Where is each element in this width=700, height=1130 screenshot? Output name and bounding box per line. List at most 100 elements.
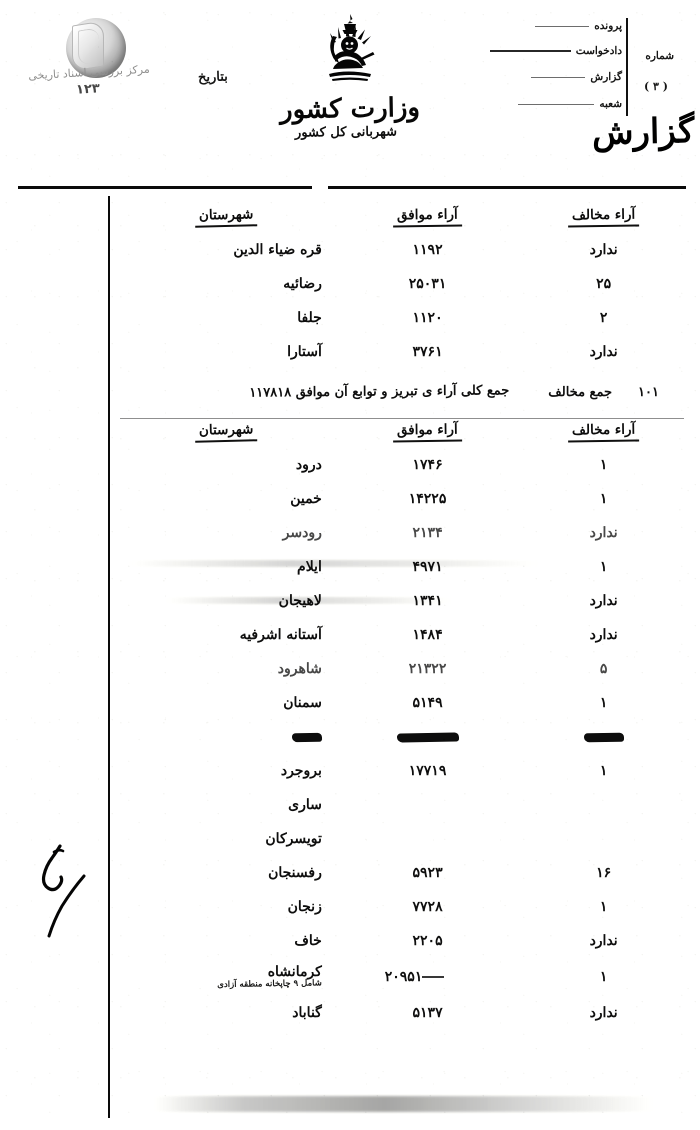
cell-county: سمنان — [283, 695, 322, 711]
cell-votes-for: ۲۰۹۵۱ — [334, 958, 521, 996]
table-row: ۱ ۱۷۷۱۹ بروجرد — [118, 754, 686, 788]
cell-county: ساری — [288, 797, 322, 813]
table-row: ۱۶ ۵۹۲۳ رفسنجان — [118, 856, 686, 890]
redaction-blot — [396, 731, 459, 743]
table-row: ۵ ۲۱۳۲۲ شاهرود — [118, 652, 686, 686]
cell-votes-against: ۱ — [599, 559, 608, 575]
cell-county: تویسرکان — [265, 831, 322, 847]
form-field-label: گزارش — [590, 71, 622, 83]
table-row: ۱ ۱۷۴۶ درود — [118, 448, 686, 482]
table-row: ۲ ۱۱۲۰ جلفا — [118, 301, 686, 335]
cell-votes-for: ۱۱۹۲ — [412, 242, 443, 258]
archive-stamp: مرکز بررسی اسناد تاریخی ۱۲۳ — [14, 16, 164, 108]
table-row: ندارد ۳۷۶۱ آستارا — [118, 335, 686, 369]
table-left-vertical-rule — [108, 196, 111, 1118]
cell-county-name: کرمانشاه — [267, 964, 322, 980]
summary-against-block: ۱۰۱ جمع مخالف — [521, 369, 686, 415]
cell-votes-for: ۲۵۰۳۱ — [408, 276, 447, 292]
scan-smudge — [120, 560, 550, 567]
summary-text: جمع کلی آراء ی تبریز و توابع آن موافق ۱۱… — [249, 382, 510, 401]
cell-votes-against — [521, 822, 686, 856]
masthead: وزارت کشور شهربانی کل کشور — [0, 12, 700, 141]
form-divider — [626, 18, 628, 116]
cell-county: کرمانشاه شامل ۹ چاپخانه منطقه آزادی — [118, 958, 334, 996]
cell-county: شاهرود — [277, 661, 322, 677]
cell-votes-against: ۱ — [599, 899, 608, 915]
table-row: ندارد ۱۳۴۱ لاهیجان — [118, 584, 686, 618]
table-row: ۱ ۴۹۷۱ ایلام — [118, 550, 686, 584]
cell-county: خاف — [294, 933, 322, 949]
lion-and-sun-emblem-icon — [329, 14, 375, 81]
table-row: ۲۵ ۲۵۰۳۱ رضائیه — [118, 267, 686, 301]
column-header-votes-against-2: آراء مخالف — [521, 415, 686, 448]
scan-smudge — [160, 597, 460, 604]
form-field-gozaresh[interactable]: گزارش — [490, 71, 622, 83]
cell-votes-for: ۳۷۶۱ — [412, 344, 443, 360]
cell-votes-for: ۷۷۲۸ — [412, 899, 443, 915]
table-row-redacted — [118, 720, 686, 754]
form-field-rule — [490, 50, 571, 52]
cell-county: زنجان — [287, 899, 322, 915]
cell-county: آستارا — [287, 344, 322, 360]
summary-against-total: ۱۰۱ — [638, 384, 659, 400]
cell-county: لاهیجان — [278, 593, 322, 609]
form-fields-block: پرونده دادخواست گزارش شعبه شماره ( ۳ ) — [490, 16, 684, 120]
form-field-parvandeh[interactable]: پرونده — [490, 20, 622, 32]
cell-county: آستانه اشرفیه — [239, 627, 322, 643]
table-row: ندارد ۲۱۳۴ رودسر — [118, 516, 686, 550]
cell-votes-for: ۱۳۴۱ — [412, 593, 443, 609]
vote-results-table: آراء مخالف آراء موافق شهرستان ندارد ۱۱۹۲… — [118, 200, 686, 1030]
cell-votes-against: ندارد — [589, 593, 618, 609]
cell-votes-for — [334, 788, 521, 822]
table-row: تویسرکان — [118, 822, 686, 856]
cell-votes-against: ۲ — [599, 310, 608, 326]
cell-votes-for — [334, 822, 521, 856]
table-summary-row: ۱۰۱ جمع مخالف جمع کلی آراء ی تبریز و تواب… — [118, 369, 686, 415]
column-header-votes-for-2: آراء موافق — [334, 415, 521, 448]
cell-votes-for: ۲۲۰۵ — [412, 933, 443, 949]
cell-county: خمین — [290, 491, 322, 507]
table-row: ۱ ۲۰۹۵۱ کرمانشاه شامل ۹ چاپخانه منطقه آز… — [118, 958, 686, 996]
cell-votes-against: ۵ — [599, 661, 608, 677]
table-header-row: آراء مخالف آراء موافق شهرستان — [118, 200, 686, 233]
cell-votes-against-redacted — [521, 720, 686, 754]
cell-votes-for: ۱۱۲۰ — [412, 310, 443, 326]
cell-dash-mark — [422, 976, 445, 978]
table-row: ندارد ۱۱۹۲ قره ضیاء الدین — [118, 233, 686, 267]
cell-votes-against: ۱۶ — [596, 865, 612, 881]
table-row: ۱ ۱۴۲۲۵ خمین — [118, 482, 686, 516]
table-body: ندارد ۱۱۹۲ قره ضیاء الدین ۲۵ ۲۵۰۳۱ رضائی… — [118, 233, 686, 1030]
cell-votes-for: ۵۱۳۷ — [412, 1005, 443, 1022]
cell-votes-for: ۵۹۲۳ — [412, 865, 443, 881]
form-branch-number: ( ۳ ) — [643, 80, 668, 93]
cell-votes-against: ندارد — [589, 525, 618, 541]
cell-votes-against: ۱ — [599, 763, 608, 779]
cell-votes-against: ۱ — [599, 969, 608, 986]
cell-county: بروجرد — [280, 763, 322, 779]
cell-county: درود — [295, 457, 322, 473]
cell-votes-for-value: ۲۰۹۵۱ — [384, 969, 423, 986]
cell-votes-against: ۱ — [599, 491, 608, 507]
cell-county: ایلام — [297, 559, 322, 575]
cell-county: رودسر — [282, 525, 322, 541]
cell-county: قره ضیاء الدین — [233, 242, 322, 258]
header-divider — [18, 185, 686, 190]
cell-votes-against: ندارد — [589, 242, 618, 258]
cell-county: جلفا — [297, 310, 322, 326]
redaction-blot — [291, 732, 322, 742]
cell-votes-against: ندارد — [589, 1005, 618, 1022]
cell-county: گناباد — [292, 1005, 322, 1022]
cell-votes-against: ندارد — [589, 344, 618, 360]
cell-votes-for: ۱۷۴۶ — [412, 457, 443, 473]
cell-county: رفسنجان — [268, 865, 322, 881]
form-field-shobeh[interactable]: شعبه — [490, 98, 622, 110]
table-row: ۱ ۷۷۲۸ زنجان — [118, 890, 686, 924]
page-title: گزارش — [591, 110, 695, 154]
table-row: ندارد ۱۴۸۴ آستانه اشرفیه — [118, 618, 686, 652]
cell-votes-against — [521, 788, 686, 822]
table-row: ندارد ۵۱۳۷ گناباد — [118, 996, 686, 1030]
cell-votes-for: ۱۴۸۴ — [412, 627, 443, 643]
cell-votes-for-redacted — [334, 720, 521, 754]
form-field-dadkhast[interactable]: دادخواست — [490, 45, 622, 57]
